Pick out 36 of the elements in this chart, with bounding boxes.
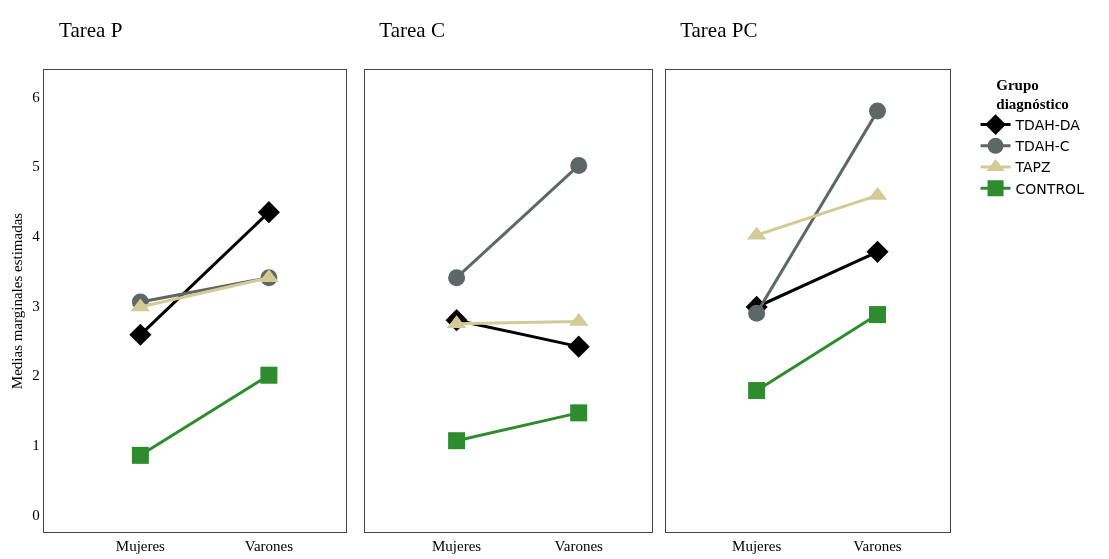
x-tick-label: Varones	[244, 538, 294, 555]
point	[448, 432, 466, 450]
point	[866, 240, 889, 263]
y-tick-label: 6	[32, 88, 41, 105]
y-tick-label: 0	[32, 506, 40, 523]
point	[570, 404, 588, 422]
point	[131, 446, 149, 464]
chart-title: Tarea PC	[680, 18, 758, 43]
chart-title: Tarea C	[379, 18, 445, 43]
point	[868, 306, 886, 324]
legend-label: TDAH-C	[1014, 138, 1070, 155]
point	[567, 335, 590, 358]
y-tick-label: 5	[32, 158, 40, 175]
point	[869, 102, 886, 120]
x-tick-label: Mujeres	[432, 538, 482, 555]
x-tick-label: Varones	[853, 538, 902, 555]
point	[257, 201, 280, 224]
point	[129, 323, 152, 346]
y-tick-label: 2	[32, 367, 40, 384]
point	[260, 366, 278, 384]
point	[448, 269, 466, 287]
x-tick-label: Mujeres	[732, 538, 782, 555]
y-axis-title: Medias marginales estimadas	[8, 212, 25, 390]
point	[748, 304, 766, 322]
x-tick-label: Varones	[554, 538, 604, 555]
legend-label: CONTROL	[1015, 180, 1085, 197]
legend-label: TDAH-DA	[1014, 117, 1081, 134]
y-tick-label: 4	[32, 228, 41, 245]
y-tick-label: 1	[32, 437, 40, 454]
chart-title: Tarea P	[59, 18, 123, 43]
y-tick-label: 3	[32, 297, 40, 314]
point	[748, 382, 766, 400]
x-tick-label: Mujeres	[115, 538, 166, 555]
legend-title: Grupo diagnóstico	[996, 76, 1069, 112]
point	[570, 156, 588, 174]
legend-label: TAPZ	[1014, 159, 1051, 176]
